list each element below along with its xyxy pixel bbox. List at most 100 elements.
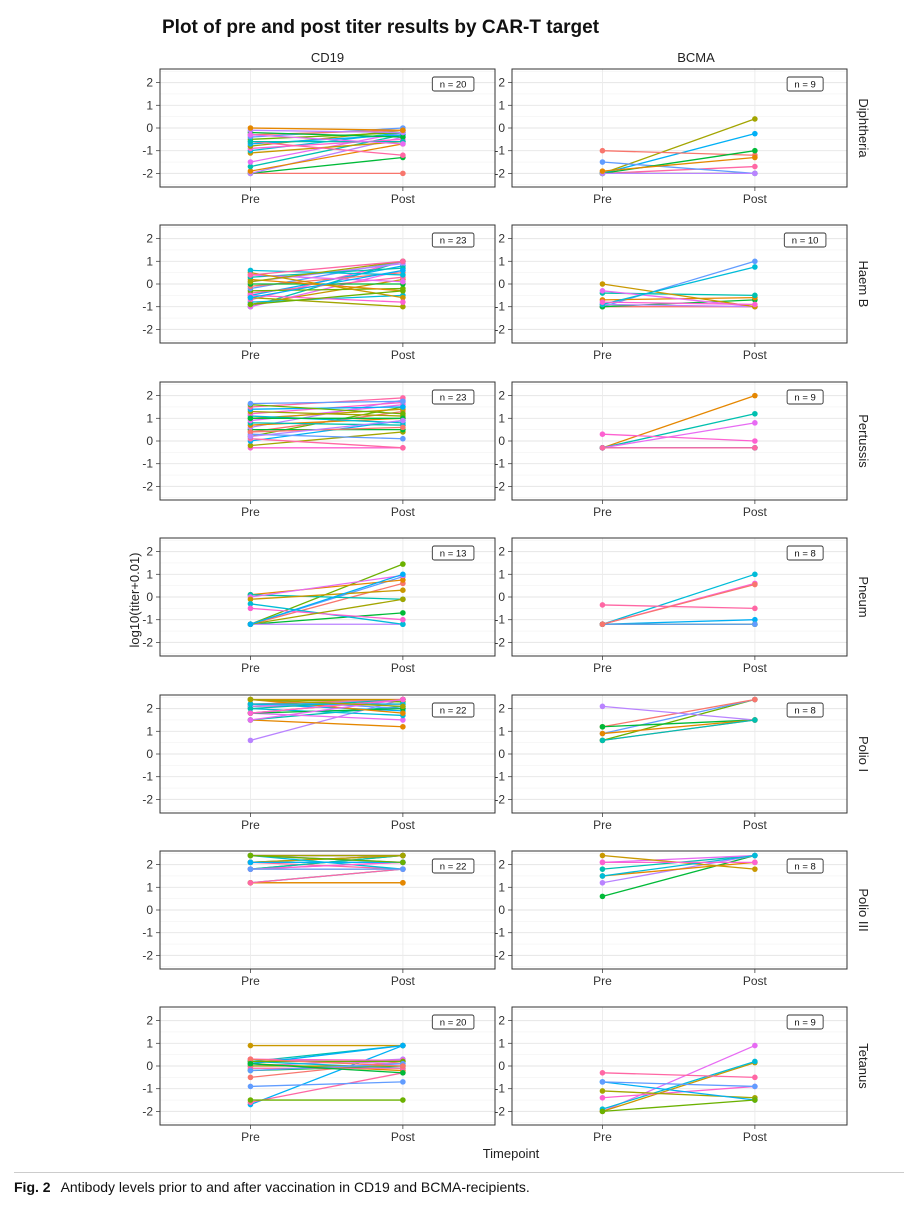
row-strip-label-tetanus: Tetanus	[856, 1043, 871, 1089]
panel-border	[511, 537, 848, 657]
series-line	[602, 619, 755, 625]
series-line	[602, 1061, 756, 1113]
series-subject-8	[599, 859, 758, 866]
series-line	[250, 419, 403, 442]
series-line	[250, 861, 403, 870]
panel-border	[511, 694, 848, 814]
series-line	[602, 156, 755, 172]
data-point-pre	[599, 1094, 606, 1101]
x-tick-label: Pre	[593, 192, 612, 206]
series-line	[250, 705, 403, 721]
row-strip-label-polio-i: Polio I	[856, 736, 871, 772]
series-line	[602, 1060, 756, 1110]
y-tick-label: 1	[498, 411, 505, 425]
data-point-post	[400, 577, 406, 583]
data-point-pre	[599, 147, 606, 154]
data-point-post	[400, 404, 406, 410]
data-point-post	[752, 410, 758, 417]
x-tick-label: Post	[391, 974, 416, 988]
y-tick-label: 1	[498, 880, 505, 894]
series-subject-19	[247, 1056, 406, 1069]
data-point-pre	[247, 267, 254, 274]
data-point-post	[400, 610, 406, 616]
data-point-post	[752, 581, 758, 588]
y-tick-label: -2	[494, 322, 505, 336]
data-point-post	[752, 866, 758, 872]
data-point-post	[400, 267, 406, 274]
data-point-pre	[247, 710, 254, 716]
panel-bcma-diphtheria: -2 -1 0 1 2 Pre Post n = 9	[494, 68, 848, 206]
y-tick-label: -2	[142, 479, 153, 493]
data-point-post	[752, 852, 758, 859]
series-line	[602, 705, 755, 721]
data-point-post	[752, 292, 758, 299]
series-line	[250, 131, 403, 140]
n-count-box	[431, 232, 475, 248]
y-tick-label: 1	[498, 1036, 505, 1050]
y-tick-label: -2	[494, 479, 505, 493]
series-line	[602, 854, 755, 863]
data-point-pre	[247, 1056, 254, 1062]
panel-border	[159, 381, 496, 501]
series-subject-3	[247, 1097, 406, 1103]
data-point-post	[752, 1042, 758, 1049]
series-subject-18	[247, 125, 406, 134]
y-tick-label: 2	[146, 702, 153, 716]
series-line	[602, 283, 755, 308]
y-tick-label: 1	[498, 724, 505, 738]
panel-border	[511, 381, 848, 501]
y-tick-label: -1	[494, 613, 505, 627]
data-point-pre	[599, 879, 606, 886]
x-tick-label: Post	[391, 818, 416, 832]
panel-border	[511, 224, 848, 344]
series-subject-7	[599, 852, 758, 879]
x-tick-label: Post	[391, 505, 416, 519]
data-point-post	[400, 127, 406, 134]
data-point-pre	[599, 621, 606, 628]
data-point-pre	[247, 429, 254, 435]
x-tick-label: Post	[391, 192, 416, 206]
series-line	[602, 573, 756, 625]
series-subject-8	[599, 581, 758, 628]
data-point-pre	[247, 400, 254, 407]
series-line	[602, 861, 755, 877]
series-line	[250, 707, 403, 717]
x-tick-label: Post	[743, 1130, 768, 1144]
series-subject-5	[599, 602, 758, 612]
y-tick-label: 0	[498, 277, 505, 291]
n-count-box	[431, 858, 475, 874]
y-tick-label: 0	[498, 747, 505, 761]
series-line	[250, 140, 403, 154]
data-point-post	[400, 866, 406, 872]
x-tick-label: Post	[743, 192, 768, 206]
x-tick-label: Pre	[241, 661, 260, 675]
series-line	[250, 1058, 403, 1061]
data-point-post	[752, 717, 758, 723]
data-point-post	[400, 299, 406, 305]
data-point-pre	[599, 703, 606, 710]
y-tick-label: -2	[142, 948, 153, 962]
panel-border	[159, 68, 496, 188]
data-point-post	[400, 435, 406, 442]
y-tick-label: -2	[142, 635, 153, 649]
series-line	[250, 422, 403, 426]
y-tick-label: -1	[494, 300, 505, 314]
data-point-pre	[599, 281, 606, 287]
figure-title: Plot of pre and post titer results by CA…	[162, 17, 600, 38]
data-point-post	[752, 1083, 758, 1090]
series-subject-22	[247, 696, 406, 710]
y-tick-label: 2	[146, 858, 153, 872]
data-point-post	[400, 859, 406, 866]
y-tick-label: -1	[494, 1082, 505, 1096]
n-count-box	[431, 702, 475, 718]
data-point-post	[752, 264, 758, 270]
y-tick-label: 2	[498, 702, 505, 716]
series-line	[602, 698, 756, 735]
data-point-post	[400, 1079, 406, 1085]
series-line	[602, 161, 755, 175]
series-line	[250, 868, 403, 884]
series-line	[250, 1063, 403, 1074]
y-tick-label: 2	[498, 545, 505, 559]
data-point-post	[400, 424, 406, 431]
panel-border	[511, 1006, 848, 1126]
